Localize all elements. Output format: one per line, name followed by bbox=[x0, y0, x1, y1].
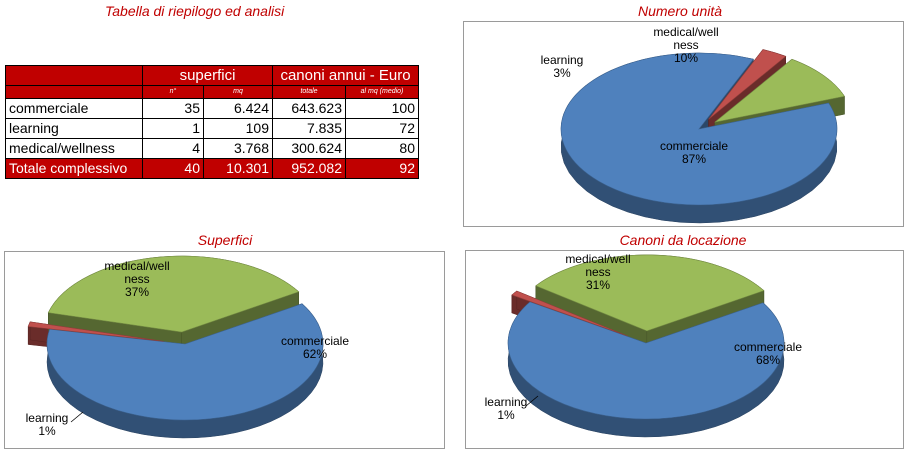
pie-label-medicalwell: medical/well ness 10% bbox=[653, 25, 718, 65]
pie-slice-medicalwell bbox=[535, 254, 765, 332]
chart-title-numero-unita: Numero unità bbox=[637, 3, 723, 19]
total-mq: 10.301 bbox=[203, 158, 273, 179]
group-header-canoni: canoni annui - Euro bbox=[272, 65, 419, 86]
group-header-superfici: superfici bbox=[142, 65, 273, 86]
cell-mq: 6.424 bbox=[203, 98, 273, 119]
pie-slice-medicalwell bbox=[714, 58, 845, 123]
total-label: Totale complessivo bbox=[5, 158, 143, 179]
pie-slice-medicalwell bbox=[47, 255, 300, 333]
pie-slice-learning bbox=[708, 49, 787, 120]
pie-label-learning: learning 1% bbox=[485, 395, 528, 422]
chart-panel-numero-unita: commerciale 87% learning 3% medical/well ness… bbox=[463, 21, 904, 227]
cell-n: 1 bbox=[142, 118, 204, 139]
sub-header-totale: totale bbox=[272, 85, 346, 99]
pie-label-medicalwell: medical/well ness 37% bbox=[104, 259, 169, 299]
cell-totale: 7.835 bbox=[272, 118, 346, 139]
cell-n: 4 bbox=[142, 138, 204, 159]
table-group-header-row: superfici canoni annui - Euro bbox=[5, 65, 419, 86]
pie-chart-canoni: commerciale 68% learning 1% medical/well ness… bbox=[485, 252, 802, 438]
pie-label-commerciale: commerciale 62% bbox=[281, 334, 349, 361]
row-label: commerciale bbox=[5, 98, 143, 119]
sub-header-al-mq: al mq (medio) bbox=[345, 85, 419, 99]
total-n: 40 bbox=[142, 158, 204, 179]
row-label: medical/wellness bbox=[5, 138, 143, 159]
pie-slice-learning bbox=[511, 290, 629, 337]
table-title: Tabella di riepilogo ed analisi bbox=[105, 3, 285, 19]
pie-label-learning: learning 3% bbox=[541, 53, 584, 80]
header-empty-cell bbox=[5, 65, 143, 86]
cell-al-mq: 100 bbox=[345, 98, 419, 119]
table-row: medical/wellness 4 3.768 300.624 80 bbox=[5, 138, 419, 159]
table-total-row: Totale complessivo 40 10.301 952.082 92 bbox=[5, 158, 419, 179]
sub-header-mq: mq bbox=[203, 85, 273, 99]
cell-al-mq: 80 bbox=[345, 138, 419, 159]
sub-header-n: n° bbox=[142, 85, 204, 99]
pie-slice-learning bbox=[27, 321, 164, 342]
sub-header-empty-cell bbox=[5, 85, 143, 99]
label-leader-line bbox=[525, 395, 539, 407]
chart-panel-superfici: commerciale 62% learning 1% medical/well ness… bbox=[4, 251, 445, 449]
pie-slice-commerciale bbox=[46, 303, 324, 421]
pie-label-learning: learning 1% bbox=[26, 411, 69, 438]
pie-slice-commerciale bbox=[507, 301, 785, 420]
cell-totale: 643.623 bbox=[272, 98, 346, 119]
cell-totale: 300.624 bbox=[272, 138, 346, 159]
pie-chart-numero-unita: commerciale 87% learning 3% medical/well ness… bbox=[541, 25, 845, 224]
total-totale: 952.082 bbox=[272, 158, 346, 179]
table-sub-header-row: n° mq totale al mq (medio) bbox=[5, 85, 419, 99]
row-label: learning bbox=[5, 118, 143, 139]
chart-panel-canoni: commerciale 68% learning 1% medical/well ness… bbox=[465, 250, 904, 449]
total-al-mq: 92 bbox=[345, 158, 419, 179]
chart-title-canoni: Canoni da locazione bbox=[619, 232, 747, 248]
pie-label-commerciale: commerciale 87% bbox=[660, 139, 728, 166]
cell-al-mq: 72 bbox=[345, 118, 419, 139]
label-leader-line bbox=[70, 411, 84, 423]
table-row: learning 1 109 7.835 72 bbox=[5, 118, 419, 139]
summary-table: superfici canoni annui - Euro n° mq tota… bbox=[5, 65, 419, 179]
pie-chart-superfici: commerciale 62% learning 1% medical/well ness… bbox=[26, 255, 349, 439]
pie-label-commerciale: commerciale 68% bbox=[734, 340, 802, 367]
pie-slice-commerciale bbox=[560, 52, 838, 206]
cell-mq: 109 bbox=[203, 118, 273, 139]
pie-label-medicalwell: medical/well ness 31% bbox=[565, 252, 630, 292]
cell-n: 35 bbox=[142, 98, 204, 119]
cell-mq: 3.768 bbox=[203, 138, 273, 159]
chart-title-superfici: Superfici bbox=[197, 232, 253, 248]
table-row: commerciale 35 6.424 643.623 100 bbox=[5, 98, 419, 119]
